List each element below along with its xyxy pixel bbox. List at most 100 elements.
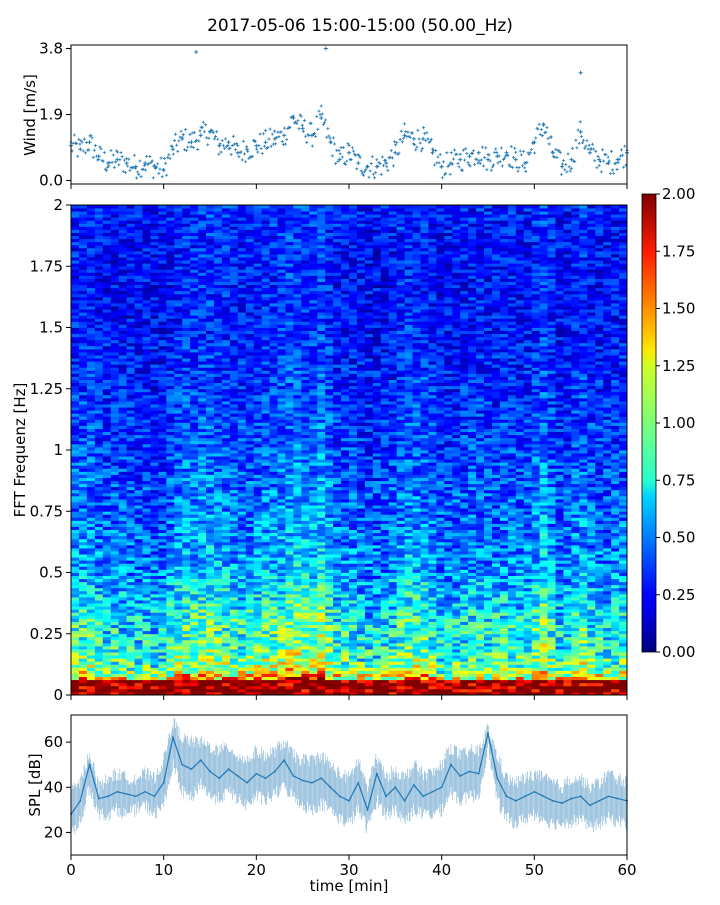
spectrogram-cell <box>293 520 301 523</box>
spectrogram-cell <box>214 563 222 566</box>
spectrogram-cell <box>230 588 238 591</box>
spectrogram-cell <box>341 545 349 548</box>
spectrogram-cell <box>436 514 444 517</box>
spectrogram-cell <box>309 576 317 579</box>
spectrogram-cell <box>516 615 524 618</box>
spectrogram-cell <box>317 597 325 600</box>
spectrogram-cell <box>79 576 87 579</box>
spectrogram-cell <box>516 609 524 612</box>
spectrogram-cell <box>166 600 174 603</box>
spectrogram-cell <box>436 591 444 594</box>
spectrogram-cell <box>579 594 587 597</box>
spectrogram-cell <box>95 520 103 523</box>
spectrogram-cell <box>444 505 452 508</box>
spectrogram-cell <box>452 514 460 517</box>
spectrogram-cell <box>436 689 444 692</box>
spectrogram-cell <box>532 508 540 511</box>
wind-point <box>467 154 471 158</box>
spectrogram-cell <box>293 643 301 646</box>
spectrogram-cell <box>516 664 524 667</box>
spectrogram-cell <box>484 573 492 576</box>
wind-point <box>78 147 82 151</box>
spectrogram-cell <box>571 576 579 579</box>
spectrogram-cell <box>182 664 190 667</box>
spectrogram-cell <box>262 548 270 551</box>
spectrogram-cell <box>119 628 127 631</box>
spectrogram-cell <box>349 631 357 634</box>
spectrogram-cell <box>587 606 595 609</box>
spectrogram-cell <box>516 542 524 545</box>
spectrogram-cell <box>333 667 341 670</box>
spectrogram-cell <box>238 527 246 530</box>
spectrogram-cell <box>389 533 397 536</box>
spectrogram-cell <box>341 643 349 646</box>
spectrogram-cell <box>190 631 198 634</box>
spectrogram-cell <box>420 530 428 533</box>
spectrogram-cell <box>484 658 492 661</box>
wind-point <box>373 176 376 179</box>
spectrogram-cell <box>111 591 119 594</box>
spectrogram-cell <box>278 520 286 523</box>
spectrogram-cell <box>540 689 548 692</box>
spectrogram-cell <box>428 646 436 649</box>
spectrogram-cell <box>111 517 119 520</box>
spectrogram-cell <box>190 649 198 652</box>
wind-point <box>263 145 266 148</box>
spectrogram-cell <box>436 545 444 548</box>
spectrogram-cell <box>341 674 349 677</box>
spectrogram-cell <box>516 667 524 670</box>
spectrogram-cell <box>111 557 119 560</box>
spectrogram-cell <box>397 631 405 634</box>
spectrogram-cell <box>79 591 87 594</box>
spectrogram-cell <box>413 585 421 588</box>
spectrogram-cell <box>516 548 524 551</box>
spectrogram-cell <box>611 557 619 560</box>
spectrogram-cell <box>619 652 627 655</box>
spectrogram-cell <box>452 612 460 615</box>
spectrogram-cell <box>341 573 349 576</box>
spectrogram-cell <box>420 646 428 649</box>
spectrogram-cell <box>158 502 166 505</box>
spectrogram-cell <box>158 569 166 572</box>
spectrogram-cell <box>500 573 508 576</box>
spectrogram-cell <box>254 545 262 548</box>
spectrogram-cell <box>95 664 103 667</box>
spectrogram-cell <box>278 579 286 582</box>
spectrogram-cell <box>619 560 627 563</box>
spectrogram-cell <box>603 628 611 631</box>
spectrogram-cell <box>285 548 293 551</box>
spectrogram-cell <box>262 628 270 631</box>
spectrogram-cell <box>500 628 508 631</box>
spectrogram-cell <box>365 533 373 536</box>
spectrogram-cell <box>460 631 468 634</box>
spectrogram-cell <box>158 527 166 530</box>
spectrogram-cell <box>524 502 532 505</box>
spectrogram-cell <box>420 658 428 661</box>
spectrogram-cell <box>492 634 500 637</box>
spectrogram-cell <box>254 548 262 551</box>
spectrogram-cell <box>206 502 214 505</box>
spectrogram-cell <box>436 502 444 505</box>
spectrogram-cell <box>532 640 540 643</box>
spectrogram-cell <box>603 609 611 612</box>
spectrogram-cell <box>492 661 500 664</box>
spectrogram-cell <box>452 539 460 542</box>
spectrogram-cell <box>135 643 143 646</box>
wind-point <box>517 170 520 173</box>
spectrogram-cell <box>532 536 540 539</box>
wind-point <box>532 140 536 144</box>
spectrogram-cell <box>619 536 627 539</box>
spectrogram-cell <box>182 683 190 686</box>
spectrogram-cell <box>135 677 143 680</box>
spectrogram-cell <box>540 646 548 649</box>
spectrogram-cell <box>230 591 238 594</box>
spectrogram-cell <box>436 530 444 533</box>
spectrogram-cell <box>317 634 325 637</box>
spectrogram-cell <box>135 545 143 548</box>
spectrogram-cell <box>603 594 611 597</box>
wind-point <box>609 172 612 175</box>
spectrogram-cell <box>270 603 278 606</box>
spectrogram-cell <box>500 686 508 689</box>
spectrogram-cell <box>95 573 103 576</box>
spectrogram-cell <box>285 563 293 566</box>
